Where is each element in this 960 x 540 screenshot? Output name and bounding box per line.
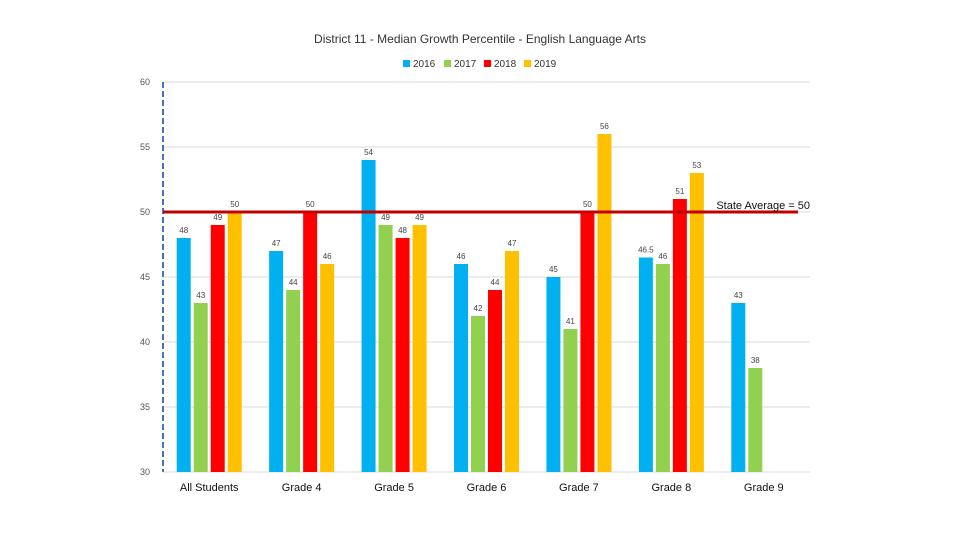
y-axis-ticks: 30 35 40 45 50 55 60 [140, 77, 150, 477]
state-average-label: State Average = 50 [716, 200, 810, 212]
data-label-2016-grade-8: 46.5 [638, 246, 654, 255]
bar-2019-grade-7 [597, 134, 612, 472]
bar-2017-all-students [193, 303, 208, 472]
y-tick-label-60: 60 [140, 77, 150, 87]
data-label-2019-grade-4: 46 [323, 252, 332, 261]
gridlines [162, 81, 810, 473]
data-label-2016-grade-6: 46 [457, 252, 466, 261]
data-label-2016-all-students: 48 [179, 226, 188, 235]
legend-swatch-2018 [484, 60, 491, 67]
bar-2019-grade-6 [505, 251, 519, 472]
data-label-2018-grade-4: 50 [306, 200, 315, 209]
legend: 2016 2017 2018 2019 [403, 59, 557, 70]
bar-2019-grade-4 [320, 264, 335, 472]
category-label-grade-9: Grade 9 [744, 482, 784, 494]
y-tick-label-40: 40 [140, 337, 150, 347]
reference-line-group: State Average = 50 [163, 200, 810, 214]
bar-2018-grade-8 [672, 199, 687, 472]
data-label-2017-grade-4: 44 [289, 278, 298, 287]
data-label-2019-grade-5: 49 [415, 213, 424, 222]
category-label-grade-8: Grade 8 [651, 482, 691, 494]
bar-2019-grade-5 [412, 225, 427, 472]
y-tick-label-35: 35 [140, 402, 150, 412]
legend-label-2017: 2017 [454, 59, 477, 70]
bar-2017-grade-7 [563, 329, 578, 472]
bars [176, 134, 763, 472]
bar-2016-grade-5 [361, 160, 376, 472]
data-label-2019-grade-6: 47 [508, 239, 517, 248]
data-label-2017-grade-6: 42 [474, 304, 483, 313]
data-label-2019-grade-8: 53 [692, 161, 701, 170]
legend-swatch-2019 [524, 60, 531, 67]
legend-label-2019: 2019 [534, 59, 557, 70]
bar-2016-grade-6 [454, 264, 468, 472]
data-label-2019-all-students: 50 [230, 200, 239, 209]
bar-2017-grade-4 [286, 290, 301, 472]
chart-title: District 11 - Median Growth Percentile -… [314, 32, 646, 46]
category-label-grade-5: Grade 5 [374, 482, 414, 494]
data-label-2018-grade-8: 51 [675, 187, 684, 196]
bar-2018-grade-7 [580, 212, 595, 472]
bar-2018-all-students [210, 225, 225, 472]
data-label-2017-grade-7: 41 [566, 317, 575, 326]
category-label-grade-4: Grade 4 [282, 482, 322, 494]
bar-2016-grade-4 [269, 251, 284, 472]
data-label-2017-grade-5: 49 [381, 213, 390, 222]
y-tick-label-45: 45 [140, 272, 150, 282]
bar-2016-all-students [176, 238, 191, 472]
y-tick-label-30: 30 [140, 467, 150, 477]
category-labels: All Students Grade 4 Grade 5 Grade 6 Grade 7… [180, 482, 784, 494]
bar-2019-all-students [227, 212, 242, 472]
data-label-2018-grade-6: 44 [491, 278, 500, 287]
data-label-2017-grade-8: 46 [658, 252, 667, 261]
data-label-2017-grade-9: 38 [751, 356, 760, 365]
legend-label-2018: 2018 [494, 59, 517, 70]
bar-2017-grade-6 [471, 316, 485, 472]
bar-labels: 48 43 49 50 47 44 50 46 54 49 48 49 46 42 44 47 45 41 50 56… [179, 122, 760, 365]
data-label-2016-grade-7: 45 [549, 265, 558, 274]
data-label-2018-grade-5: 48 [398, 226, 407, 235]
bar-2017-grade-9 [748, 368, 763, 472]
legend-swatch-2017 [444, 60, 451, 67]
category-label-grade-7: Grade 7 [559, 482, 599, 494]
data-label-2017-all-students: 43 [196, 291, 205, 300]
legend-swatch-2016 [403, 60, 410, 67]
y-tick-label-50: 50 [140, 207, 150, 217]
bar-2016-grade-9 [731, 303, 746, 472]
bar-2018-grade-4 [303, 212, 318, 472]
y-tick-label-55: 55 [140, 142, 150, 152]
bar-2019-grade-8 [689, 173, 704, 472]
bar-2017-grade-8 [655, 264, 670, 472]
data-label-2016-grade-4: 47 [272, 239, 281, 248]
data-label-2016-grade-9: 43 [734, 291, 743, 300]
legend-label-2016: 2016 [413, 59, 436, 70]
data-label-2018-all-students: 49 [213, 213, 222, 222]
data-label-2016-grade-5: 54 [364, 148, 373, 157]
bar-2018-grade-6 [488, 290, 502, 472]
bar-2016-grade-7 [546, 277, 561, 472]
category-label-grade-6: Grade 6 [467, 482, 507, 494]
category-label-all-students: All Students [180, 482, 239, 494]
bar-2017-grade-5 [378, 225, 393, 472]
bar-2016-grade-8 [638, 257, 653, 472]
data-label-2019-grade-7: 56 [600, 122, 609, 131]
bar-2018-grade-5 [395, 238, 410, 472]
data-label-2018-grade-7: 50 [583, 200, 592, 209]
